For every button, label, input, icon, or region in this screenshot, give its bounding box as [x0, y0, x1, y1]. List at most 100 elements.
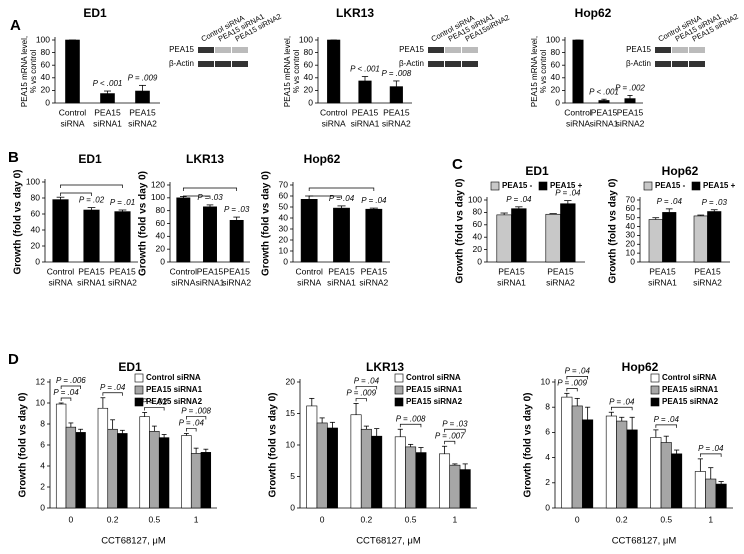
- bar: [662, 212, 677, 263]
- x-tick-label: siRNA1: [327, 277, 356, 287]
- y-tick-label: 120: [151, 179, 165, 189]
- y-tick-label: 40: [156, 231, 166, 241]
- y-tick-label: 100: [468, 194, 482, 204]
- blot-band: [232, 47, 248, 53]
- y-axis-label: Growth (fold vs day 0): [608, 178, 619, 283]
- blot-band: [462, 61, 478, 67]
- y-tick-label: 10: [286, 439, 296, 449]
- bar: [139, 416, 150, 509]
- chart-title: ED1: [83, 6, 107, 20]
- bracket: [144, 407, 165, 411]
- bar: [350, 414, 362, 509]
- legend-label: Control siRNA: [406, 373, 461, 382]
- y-tick-label: 2: [40, 481, 45, 491]
- y-tick-label: 20: [31, 240, 41, 250]
- y-tick-label: 10: [626, 247, 636, 257]
- y-tick-label: 30: [279, 223, 289, 233]
- bracket: [60, 397, 72, 401]
- panel-label: B: [8, 149, 19, 166]
- y-tick-label: 20: [626, 239, 636, 249]
- y-tick-label: 20: [304, 85, 314, 95]
- legend-swatch: [650, 397, 660, 407]
- y-tick-label: 30: [626, 230, 636, 240]
- x-tick-label: PEA15: [547, 266, 574, 276]
- y-tick-label: 10: [279, 245, 289, 255]
- chart-title: LKR13: [186, 152, 224, 166]
- x-tick-label: 1: [453, 514, 458, 524]
- bar: [190, 453, 202, 509]
- bar: [405, 446, 417, 509]
- bracket: [186, 416, 207, 420]
- x-tick-label: siRNA: [60, 118, 84, 128]
- x-tick-label: 1: [194, 514, 199, 524]
- bar: [715, 483, 727, 509]
- y-tick-label: 10: [36, 397, 46, 407]
- blot-row-label: β-Actin: [399, 59, 424, 68]
- y-axis-label: PEA15 mRNA level,: [530, 36, 539, 107]
- p-value: P = .02: [79, 196, 105, 205]
- blot-band: [215, 61, 231, 67]
- blot-band: [215, 47, 231, 53]
- p-value: P = .04: [506, 195, 532, 204]
- blot-band: [655, 61, 671, 67]
- bar: [545, 213, 561, 263]
- y-tick-label: 50: [626, 212, 636, 222]
- bar: [624, 98, 636, 104]
- bracket: [355, 398, 367, 402]
- bracket: [611, 406, 633, 411]
- legend-label: PEA15 siRNA1: [146, 385, 203, 394]
- x-tick-label: Control: [47, 266, 75, 276]
- p-value: P = .006: [56, 376, 86, 385]
- bar: [97, 407, 109, 509]
- x-tick-label: PEA15: [78, 266, 105, 276]
- p-value: P < .001: [350, 65, 380, 74]
- y-tick-label: 8: [545, 401, 550, 411]
- blot-row-label: β-Actin: [626, 59, 651, 68]
- bar: [616, 420, 628, 509]
- y-tick-label: 10: [541, 376, 551, 386]
- x-tick-label: siRNA1: [590, 118, 619, 128]
- x-tick-label: Control: [170, 266, 198, 276]
- legend-swatch: [134, 385, 144, 395]
- p-value: P = .04: [361, 196, 387, 205]
- bracket: [308, 187, 375, 191]
- blot-band: [672, 61, 688, 67]
- bar: [626, 429, 638, 509]
- y-axis-label: Growth (fold vs day 0): [455, 178, 466, 283]
- p-value: P = .01: [110, 198, 135, 207]
- legend-swatch: [394, 385, 404, 395]
- x-tick-label: PEA15: [498, 266, 525, 276]
- p-value: P = .04: [654, 415, 680, 424]
- x-tick-label: siRNA1: [497, 277, 526, 287]
- y-axis-label: Growth (fold vs day 0): [18, 392, 29, 497]
- bar: [365, 208, 383, 263]
- legend-label: PEA15 -: [502, 181, 533, 190]
- p-value: P = .03: [442, 419, 468, 428]
- y-axis-label: Growth (fold vs day 0): [268, 392, 279, 497]
- bar: [326, 427, 338, 509]
- legend-swatch: [538, 181, 548, 191]
- y-tick-label: 0: [555, 97, 560, 107]
- bracket: [444, 428, 466, 433]
- bar: [203, 206, 217, 263]
- bar: [316, 422, 328, 509]
- x-tick-label: siRNA2: [222, 277, 251, 287]
- blot-band: [198, 47, 214, 53]
- bar: [371, 435, 383, 509]
- y-tick-label: 100: [546, 34, 560, 44]
- x-tick-label: siRNA2: [128, 118, 157, 128]
- bar: [75, 432, 86, 509]
- y-tick-label: 80: [473, 207, 483, 217]
- bar: [83, 209, 100, 263]
- x-tick-label: 0.5: [148, 514, 160, 524]
- panel-label: A: [10, 17, 21, 34]
- legend-label: PEA15 +: [703, 181, 736, 190]
- bar: [327, 39, 341, 104]
- bar: [496, 214, 512, 263]
- bar: [181, 435, 192, 509]
- x-tick-label: 0: [69, 514, 74, 524]
- x-tick-label: siRNA: [171, 277, 195, 287]
- y-tick-label: 4: [545, 452, 550, 462]
- x-tick-label: 0.5: [405, 514, 417, 524]
- bracket: [399, 423, 422, 428]
